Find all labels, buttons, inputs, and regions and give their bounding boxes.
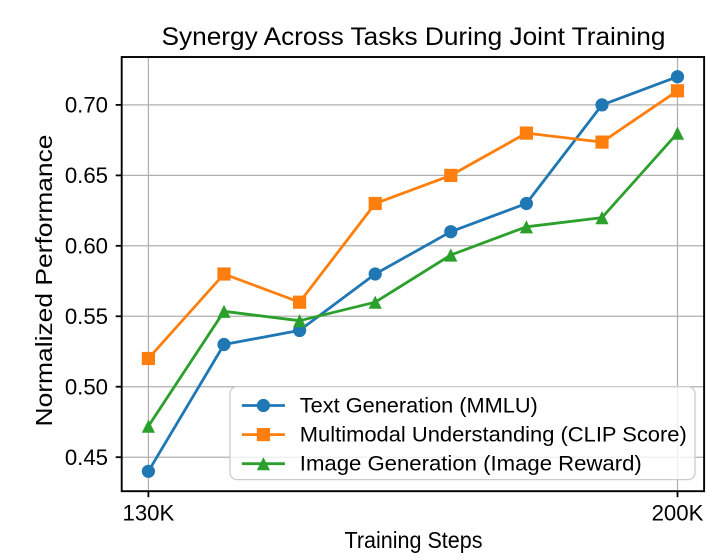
svg-text:200K: 200K [652, 501, 704, 526]
svg-text:0.60: 0.60 [65, 233, 108, 258]
svg-text:0.50: 0.50 [65, 374, 108, 399]
svg-text:0.70: 0.70 [65, 93, 108, 118]
svg-text:Synergy Across Tasks During Jo: Synergy Across Tasks During Joint Traini… [162, 24, 666, 51]
svg-text:0.45: 0.45 [65, 445, 108, 470]
svg-text:0.55: 0.55 [65, 304, 108, 329]
svg-text:Text Generation (MMLU): Text Generation (MMLU) [300, 394, 538, 418]
svg-text:0.65: 0.65 [65, 163, 108, 188]
svg-text:Normalized Performance: Normalized Performance [31, 135, 57, 427]
svg-text:130K: 130K [122, 501, 174, 526]
svg-text:Multimodal Understanding (CLIP: Multimodal Understanding (CLIP Score) [300, 423, 687, 447]
svg-text:Training Steps: Training Steps [345, 527, 483, 553]
svg-text:Image Generation (Image Reward: Image Generation (Image Reward) [300, 452, 642, 476]
